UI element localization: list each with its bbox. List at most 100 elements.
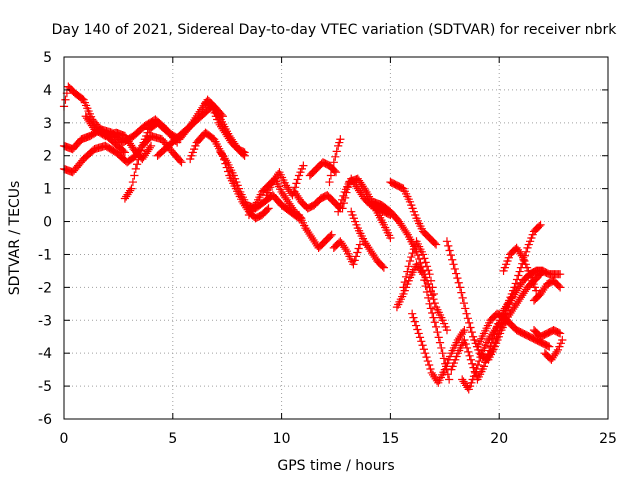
data-point	[409, 245, 419, 254]
data-point	[328, 164, 337, 173]
data-point	[430, 299, 439, 308]
data-point	[331, 168, 341, 177]
data-point	[458, 293, 467, 302]
y-tick-label: -3	[38, 313, 52, 329]
data-point	[351, 217, 360, 226]
data-point	[462, 343, 472, 353]
data-point	[336, 135, 345, 144]
data-point	[476, 353, 485, 362]
data-point	[136, 146, 146, 155]
x-tick-label: 20	[490, 431, 508, 447]
data-point	[411, 210, 420, 220]
data-point	[62, 89, 72, 98]
data-point	[466, 323, 475, 332]
grid-lines	[64, 57, 608, 419]
series-track-t	[368, 197, 452, 335]
data-point	[439, 354, 449, 363]
y-tick-label: -5	[38, 379, 52, 395]
data-point	[229, 171, 238, 180]
data-point	[413, 251, 422, 260]
data-point	[470, 335, 479, 345]
data-point	[505, 296, 514, 305]
axis-ticks	[63, 56, 609, 420]
data-point	[342, 188, 351, 197]
data-point	[450, 264, 459, 274]
data-point	[449, 358, 459, 368]
data-point	[528, 230, 537, 239]
data-point	[233, 181, 242, 190]
data-point	[503, 256, 512, 266]
data-point	[556, 329, 565, 338]
data-point	[472, 364, 481, 374]
data-point	[511, 279, 520, 288]
data-point	[445, 352, 455, 361]
data-point	[556, 339, 565, 348]
x-tick-label: 15	[381, 431, 399, 447]
data-point	[494, 332, 503, 341]
series-track-ag	[529, 326, 565, 341]
data-point	[501, 306, 510, 315]
data-point	[326, 231, 335, 241]
data-point	[400, 286, 409, 295]
series-track-q	[329, 237, 365, 269]
data-point	[327, 230, 336, 239]
data-point	[130, 171, 139, 180]
data-point	[429, 289, 439, 299]
data-point	[421, 281, 430, 291]
chart-title: Day 140 of 2021, Sidereal Day-to-day VTE…	[52, 22, 618, 38]
x-tick-label: 25	[599, 431, 617, 447]
data-point	[349, 260, 358, 269]
data-point	[409, 313, 418, 322]
data-point	[421, 349, 430, 358]
data-point	[461, 304, 470, 313]
series-track-ad	[499, 243, 541, 295]
data-point	[514, 271, 523, 280]
data-point	[425, 360, 434, 370]
data-point	[504, 253, 513, 262]
data-point	[379, 263, 388, 272]
data-point	[556, 283, 565, 292]
data-point	[422, 262, 432, 271]
data-point	[350, 256, 359, 265]
data-point	[429, 313, 438, 322]
data-point	[506, 293, 515, 302]
data-point	[463, 314, 472, 323]
data-point	[440, 365, 449, 374]
data-point	[465, 318, 474, 328]
data-point	[211, 112, 220, 121]
data-point	[425, 270, 434, 279]
y-tick-label: -6	[38, 412, 52, 428]
data-point	[418, 270, 428, 279]
data-point	[521, 260, 530, 269]
data-point	[326, 171, 336, 180]
data-point	[335, 138, 344, 147]
series-track-w	[399, 237, 439, 299]
data-point	[500, 263, 509, 272]
data-point	[528, 276, 537, 285]
data-point	[523, 243, 532, 252]
y-tick-label: 5	[43, 50, 52, 66]
data-point	[460, 326, 469, 335]
data-point	[524, 240, 533, 249]
series-track-aa	[458, 220, 545, 394]
data-point	[405, 197, 415, 206]
data-point	[142, 131, 151, 141]
data-point	[210, 108, 219, 118]
data-point	[469, 372, 479, 381]
data-point	[426, 364, 435, 374]
data-point	[240, 151, 249, 160]
data-point	[431, 322, 441, 331]
data-point	[422, 353, 431, 362]
data-point	[347, 207, 356, 216]
data-point	[428, 283, 437, 292]
data-point	[468, 332, 478, 341]
data-point	[465, 351, 474, 360]
data-point	[536, 220, 545, 229]
data-point	[442, 362, 451, 371]
data-point	[452, 269, 461, 278]
series-track-ah	[540, 335, 567, 364]
data-point	[467, 378, 476, 387]
data-point	[403, 267, 412, 276]
data-point	[545, 342, 554, 351]
